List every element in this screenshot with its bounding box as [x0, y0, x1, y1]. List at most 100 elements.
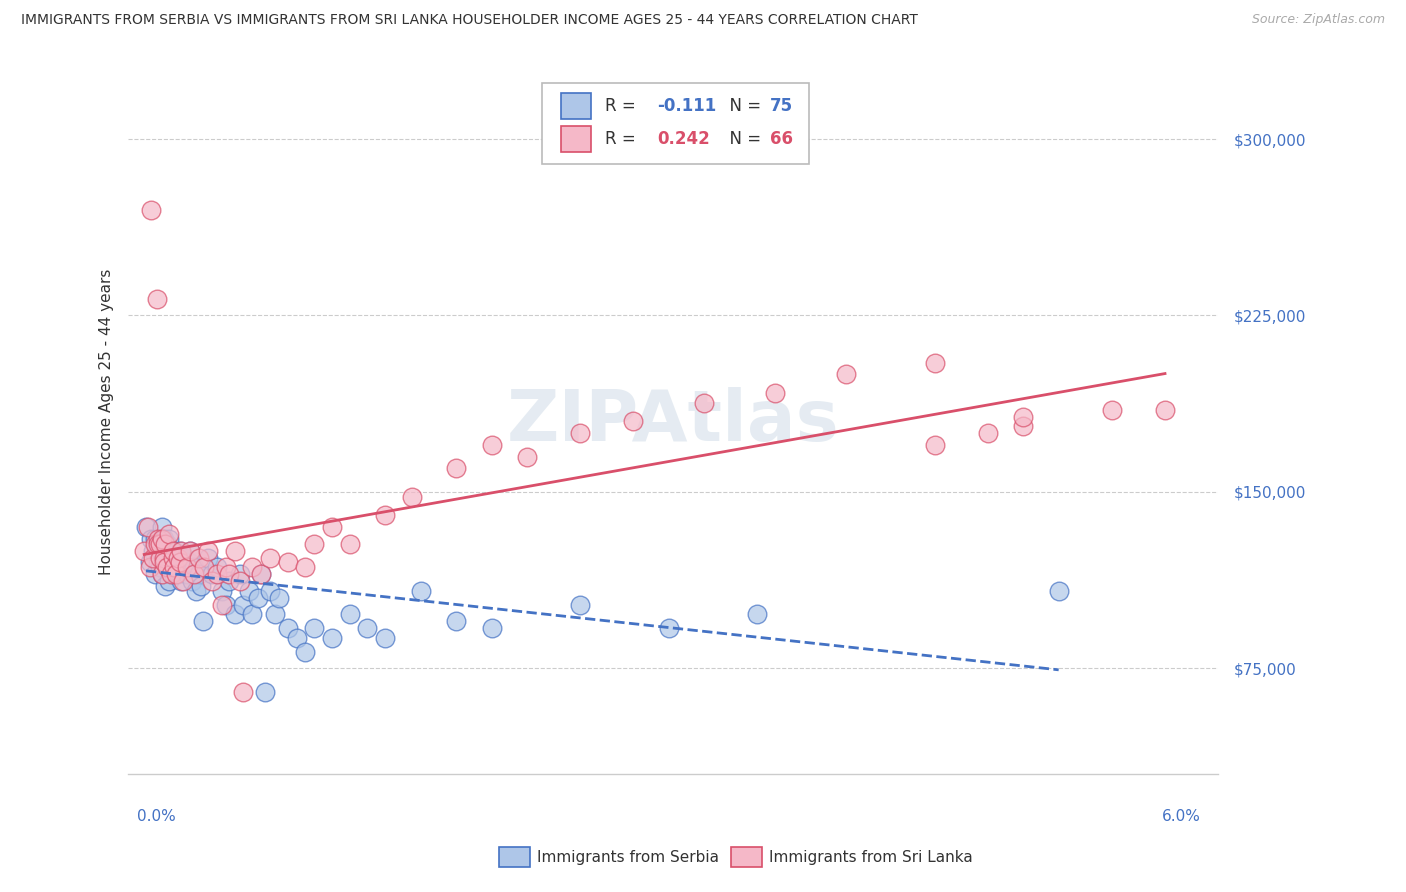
Point: [193, 560, 215, 574]
Point: [924, 438, 946, 452]
Point: [156, 536, 179, 550]
Point: [481, 621, 503, 635]
Point: [155, 543, 177, 558]
Point: [1047, 583, 1070, 598]
Point: [1101, 402, 1123, 417]
Point: [924, 355, 946, 369]
Point: [157, 574, 180, 589]
Point: [188, 550, 211, 565]
Point: [167, 567, 190, 582]
Text: N =: N =: [718, 130, 766, 148]
Point: [148, 536, 170, 550]
Point: [176, 560, 198, 574]
Point: [143, 567, 166, 582]
Point: [163, 543, 186, 558]
Point: [141, 202, 163, 217]
Point: [218, 574, 240, 589]
Point: [264, 607, 287, 622]
Point: [200, 574, 222, 589]
Point: [183, 560, 205, 574]
Point: [304, 621, 326, 635]
Point: [205, 560, 228, 574]
Point: [134, 543, 156, 558]
Y-axis label: Householder Income Ages 25 - 44 years: Householder Income Ages 25 - 44 years: [100, 268, 114, 574]
Point: [277, 556, 299, 570]
Text: ZIPAtlas: ZIPAtlas: [508, 387, 839, 456]
Point: [138, 560, 160, 574]
Point: [200, 567, 222, 582]
Point: [148, 532, 170, 546]
Point: [294, 560, 316, 574]
Point: [444, 461, 467, 475]
Point: [150, 520, 173, 534]
Point: [374, 508, 396, 523]
Point: [211, 598, 233, 612]
Point: [401, 490, 423, 504]
Text: R =: R =: [605, 130, 641, 148]
Point: [183, 567, 205, 582]
Point: [179, 543, 201, 558]
Point: [250, 567, 273, 582]
Point: [170, 543, 193, 558]
Point: [481, 438, 503, 452]
Point: [149, 550, 172, 565]
Point: [232, 598, 254, 612]
Point: [136, 520, 159, 534]
Point: [763, 386, 786, 401]
Point: [145, 292, 167, 306]
Point: [159, 543, 181, 558]
Point: [143, 532, 166, 546]
Point: [162, 543, 184, 558]
Point: [148, 556, 170, 570]
Point: [218, 567, 240, 582]
Point: [157, 527, 180, 541]
Point: [162, 550, 184, 565]
Point: [142, 550, 165, 565]
Point: [162, 560, 184, 574]
Point: [149, 543, 172, 558]
Point: [156, 560, 179, 574]
Point: [191, 614, 214, 628]
Point: [184, 583, 207, 598]
Point: [157, 532, 180, 546]
Point: [177, 556, 200, 570]
Point: [152, 556, 174, 570]
Point: [285, 631, 308, 645]
Point: [179, 543, 201, 558]
Point: [141, 532, 163, 546]
Point: [294, 645, 316, 659]
Point: [197, 543, 219, 558]
Point: [339, 607, 361, 622]
Point: [135, 520, 157, 534]
Point: [150, 567, 173, 582]
Text: -0.111: -0.111: [657, 97, 716, 115]
Point: [240, 560, 263, 574]
Point: [444, 614, 467, 628]
Point: [215, 560, 238, 574]
Point: [155, 579, 177, 593]
Point: [224, 543, 246, 558]
Point: [259, 583, 281, 598]
Point: [138, 556, 160, 570]
Point: [240, 607, 263, 622]
Point: [658, 621, 681, 635]
Point: [148, 536, 170, 550]
Point: [409, 583, 432, 598]
Text: Source: ZipAtlas.com: Source: ZipAtlas.com: [1251, 13, 1385, 27]
Point: [224, 607, 246, 622]
Point: [569, 426, 592, 441]
Point: [250, 567, 273, 582]
Point: [143, 536, 166, 550]
Point: [215, 598, 238, 612]
Point: [1154, 402, 1177, 417]
Point: [169, 556, 191, 570]
Point: [211, 583, 233, 598]
Point: [277, 621, 299, 635]
Point: [232, 685, 254, 699]
Text: N =: N =: [718, 97, 766, 115]
Point: [152, 556, 174, 570]
Point: [977, 426, 1000, 441]
Point: [356, 621, 378, 635]
Point: [259, 550, 281, 565]
Point: [165, 560, 187, 574]
